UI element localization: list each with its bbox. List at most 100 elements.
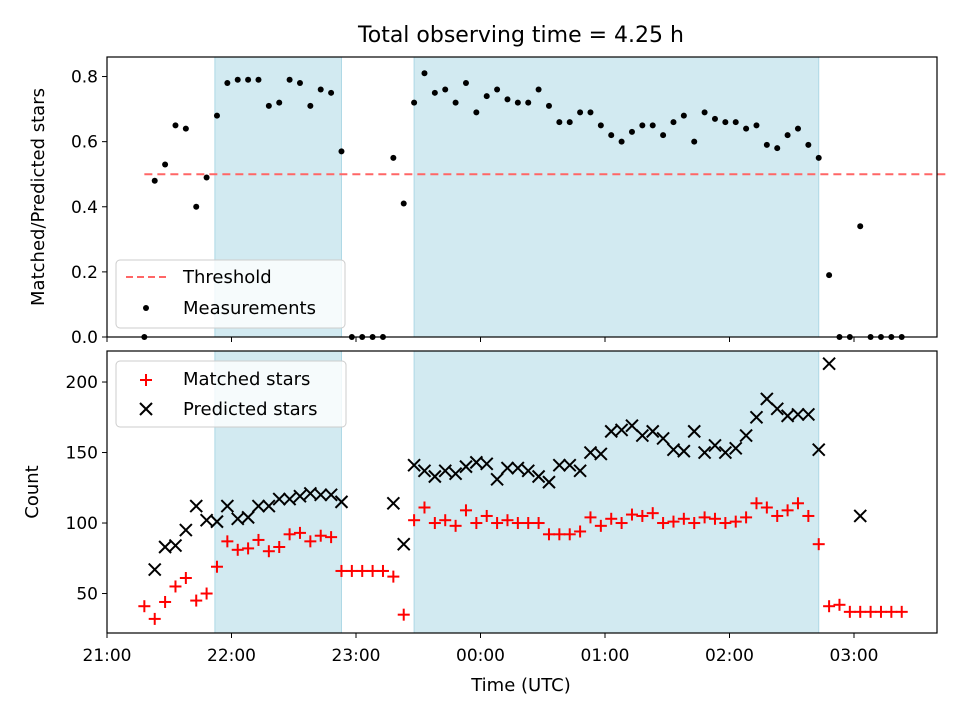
top-axes-frame (106, 56, 938, 338)
predicted-star-mark (573, 464, 587, 478)
measurement-point (421, 70, 428, 77)
measurement-point (722, 119, 729, 126)
legend-measurements-label: Measurements (183, 298, 316, 319)
top-y-axis-label: Matched/Predicted stars (28, 88, 49, 306)
matched-star-point (138, 600, 151, 613)
predicted-star-point (739, 428, 753, 443)
bottom-shaded-region (414, 351, 819, 633)
matched-star-point (190, 594, 203, 607)
predicted-star-point (334, 495, 349, 509)
predicted-star-point (531, 469, 546, 484)
measurement-point (162, 161, 169, 168)
measurement-point (442, 86, 449, 93)
measurement-point (317, 86, 324, 93)
measurement-point (265, 102, 272, 109)
measurement-point (670, 119, 677, 126)
matched-star-point (874, 605, 887, 618)
predicted-star-point (853, 509, 867, 523)
measurement-point (587, 109, 594, 116)
matched-star-point (304, 535, 317, 548)
measurement-point (857, 223, 864, 230)
measurement-point (566, 119, 573, 126)
matched-star-point (522, 517, 535, 530)
matched-star-point (148, 612, 161, 625)
top-y-tick-label: 0.8 (71, 68, 98, 88)
predicted-star-mark (718, 445, 733, 460)
predicted-star-mark (531, 469, 546, 484)
bottom-axes-frame (106, 350, 938, 634)
measurement-point (753, 122, 760, 129)
measurement-point (338, 148, 345, 155)
predicted-star-mark (697, 445, 712, 460)
predicted-star-mark (438, 464, 452, 478)
matched-star-point (791, 497, 804, 510)
predicted-star-mark (625, 419, 639, 433)
bottom-series-layer (138, 356, 908, 625)
matched-star-point (501, 514, 514, 527)
matched-star-point (553, 528, 566, 541)
predicted-star-mark (500, 461, 515, 475)
measurement-point (577, 109, 584, 116)
measurement-point (514, 99, 521, 106)
top-y-ticks: 0.0 0.2 0.4 0.6 0.8 (71, 68, 107, 348)
predicted-star-point (480, 457, 494, 471)
measurement-point (224, 80, 231, 87)
predicted-star-mark (158, 540, 172, 554)
measurement-point (680, 112, 687, 119)
measurement-point (711, 115, 718, 122)
top-y-tick-label: 0.2 (71, 263, 98, 283)
measurement-point (815, 154, 822, 161)
matched-star-point (314, 529, 327, 542)
matched-star-point (657, 517, 670, 530)
predicted-star-point (822, 356, 836, 371)
predicted-star-point (210, 514, 224, 529)
top-legend-box (115, 259, 346, 329)
matched-star-point (698, 511, 711, 524)
measurement-point (743, 125, 750, 132)
matched-star-point (812, 538, 825, 551)
predicted-star-mark (656, 431, 670, 446)
measurement-point (660, 132, 667, 139)
measurement-point (494, 86, 501, 93)
predicted-star-point (179, 523, 193, 537)
predicted-star-point (148, 562, 162, 577)
x-tick-label: 21:00 (83, 646, 132, 666)
predicted-star-mark (677, 444, 691, 458)
predicted-star-point (760, 392, 774, 406)
predicted-star-point (563, 458, 577, 472)
measurement-point (286, 76, 293, 83)
predicted-star-point (646, 424, 660, 439)
measurement-point (276, 99, 283, 106)
measurement-point (691, 138, 698, 145)
predicted-star-point (251, 499, 266, 513)
matched-star-point (563, 528, 576, 541)
matched-star-point (325, 531, 338, 544)
matched-star-point (771, 509, 784, 522)
legend-threshold-label: Threshold (182, 267, 272, 288)
matched-star-point (781, 504, 794, 517)
predicted-star-mark (552, 458, 567, 472)
matched-star-point (885, 605, 898, 618)
predicted-star-point (438, 464, 452, 478)
predicted-star-point (770, 402, 784, 416)
top-shaded-regions (214, 57, 820, 337)
predicted-star-point (490, 472, 504, 487)
predicted-star-mark (770, 402, 784, 416)
predicted-star-mark (459, 459, 473, 474)
measurement-point (172, 122, 179, 129)
predicted-star-point (293, 489, 307, 503)
matched-star-point (532, 517, 545, 530)
predicted-star-mark (397, 537, 411, 551)
matched-star-point (293, 526, 306, 539)
top-legend: Threshold Measurements (115, 259, 346, 329)
matched-star-point (376, 564, 389, 577)
matched-star-point (740, 511, 753, 524)
predicted-star-mark (521, 464, 535, 478)
predicted-star-mark (324, 488, 338, 502)
measurement-point (545, 102, 552, 109)
predicted-star-point (189, 499, 203, 513)
matched-star-point (615, 517, 628, 530)
measurement-point (400, 200, 407, 207)
matched-star-point (242, 542, 255, 555)
